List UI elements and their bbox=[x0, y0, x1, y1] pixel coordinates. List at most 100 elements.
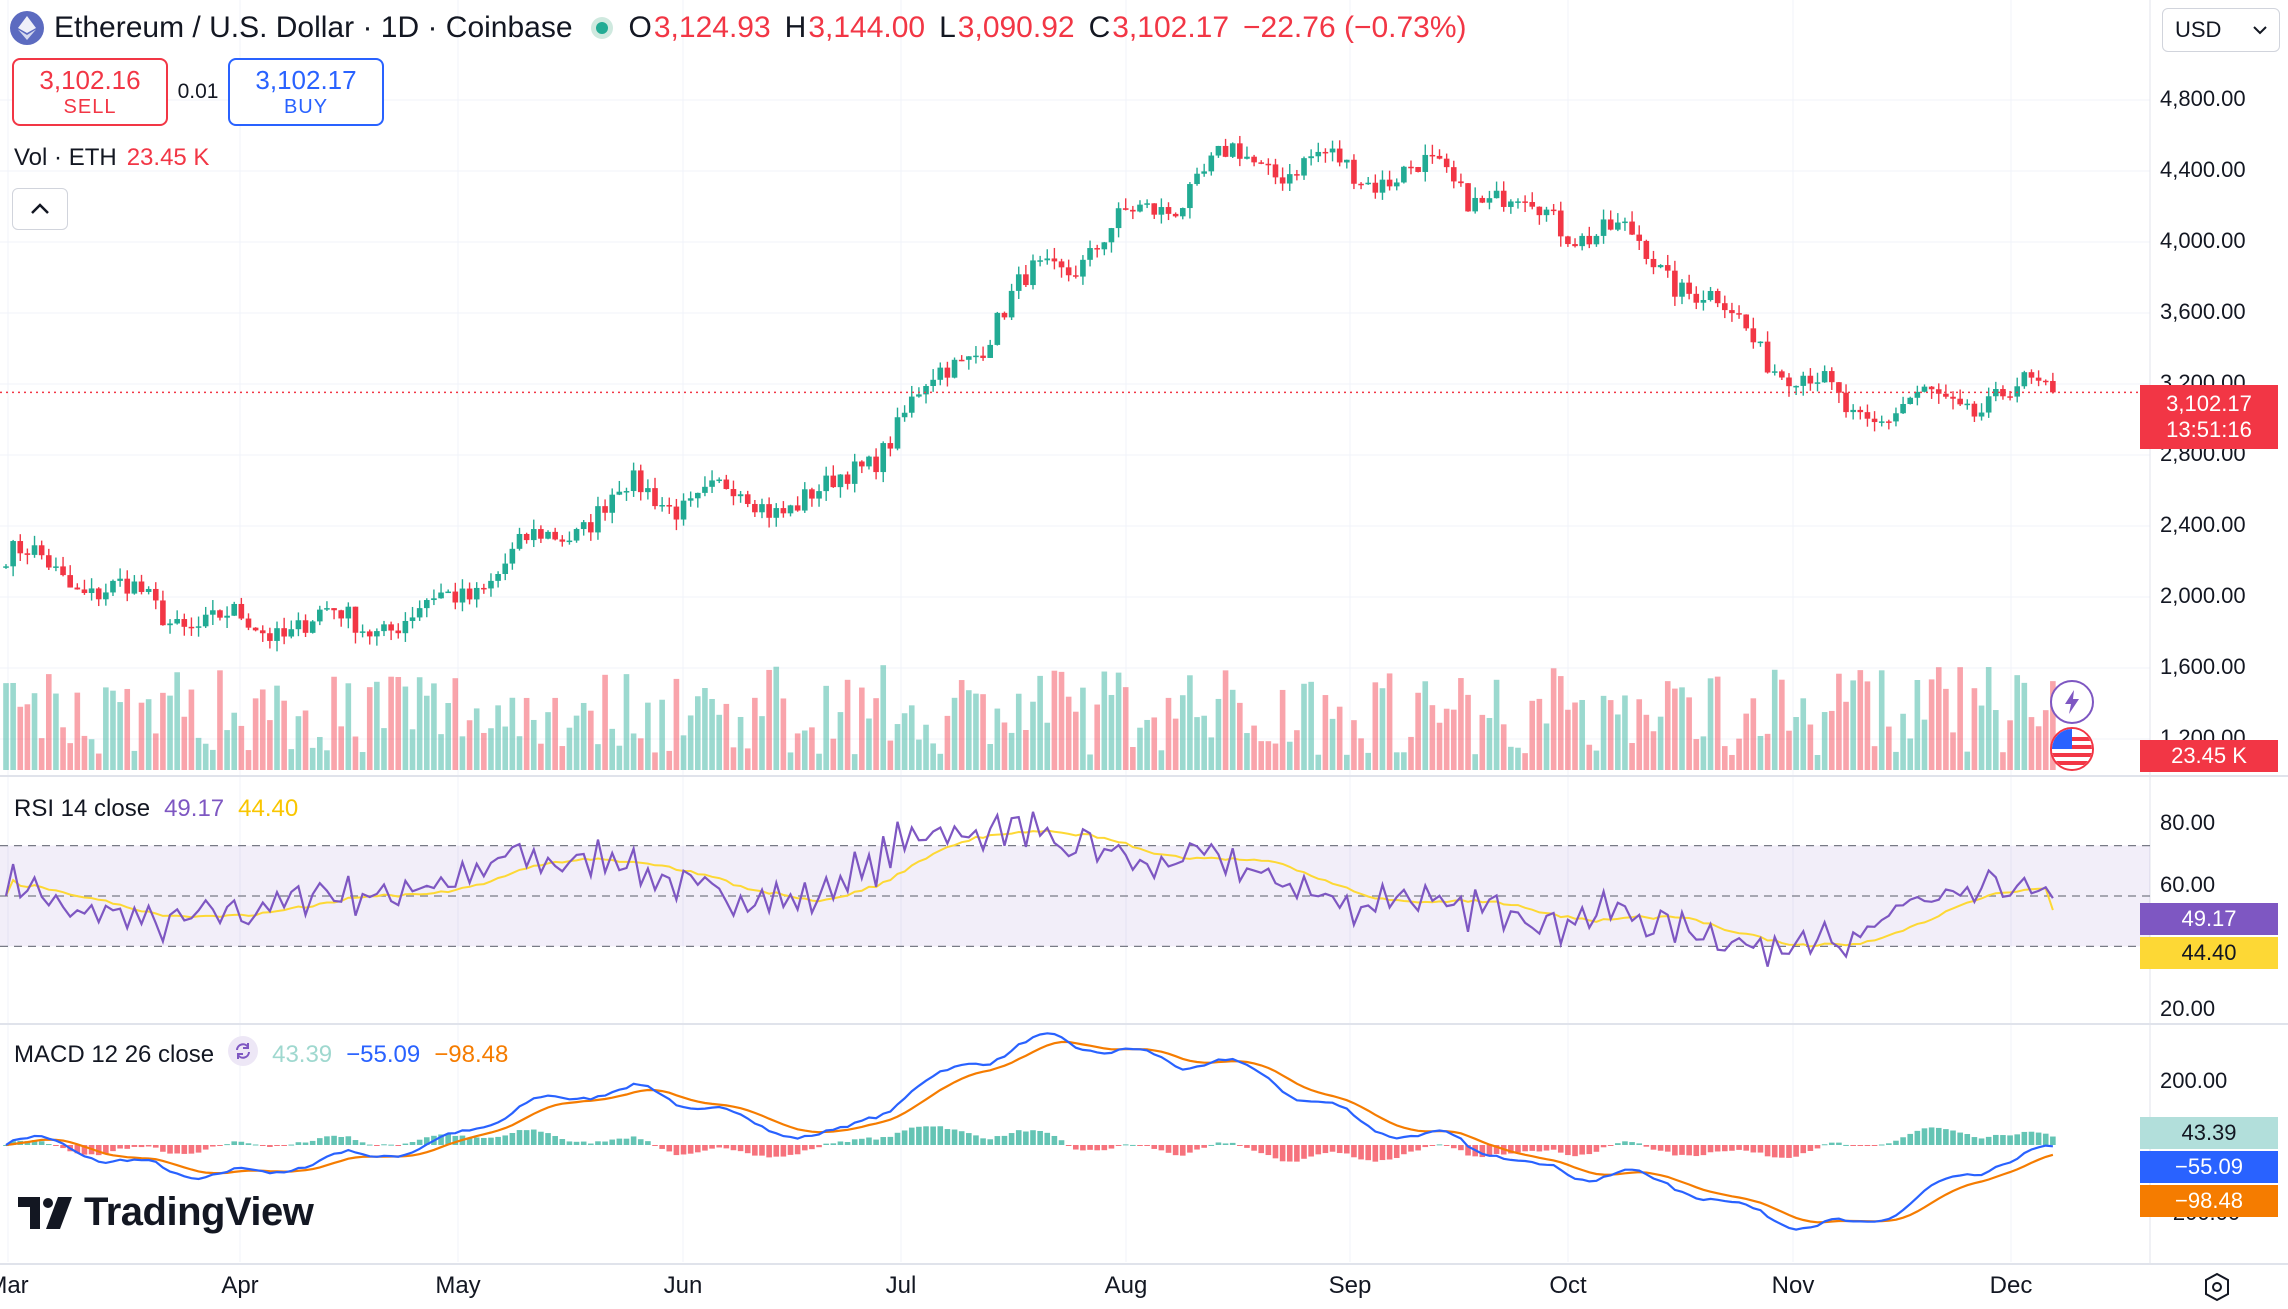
open-value: 3,124.93 bbox=[653, 11, 771, 44]
candle bbox=[1436, 155, 1443, 159]
volume-bar bbox=[131, 750, 138, 770]
rsi-tick: 80.00 bbox=[2160, 810, 2216, 835]
volume-bar bbox=[1522, 753, 1528, 770]
tradingview-logo[interactable]: TradingView bbox=[18, 1190, 314, 1235]
volume-bar bbox=[195, 737, 202, 770]
macd-histogram-bar bbox=[1943, 1129, 1949, 1145]
candle bbox=[1950, 396, 1956, 399]
brand-name: TradingView bbox=[84, 1190, 314, 1234]
lightning-icon[interactable] bbox=[2050, 680, 2094, 724]
macd-histogram-bar bbox=[901, 1130, 908, 1145]
volume-bar bbox=[452, 678, 459, 770]
macd-histogram-bar bbox=[1957, 1132, 1963, 1145]
macd-histogram-bar bbox=[1843, 1144, 1849, 1146]
volume-bar bbox=[1479, 714, 1486, 770]
volume-bar bbox=[702, 688, 708, 770]
symbol-title[interactable]: Ethereum / U.S. Dollar · 1D · Coinbase bbox=[54, 11, 573, 44]
collapse-legend-button[interactable] bbox=[12, 188, 68, 230]
macd-histogram-bar bbox=[1914, 1130, 1921, 1145]
candle bbox=[317, 609, 323, 622]
rsi-label[interactable]: RSI 14 close bbox=[14, 795, 151, 822]
macd-histogram-bar bbox=[966, 1133, 972, 1145]
macd-histogram-bar bbox=[1208, 1144, 1215, 1146]
macd-histogram-bar bbox=[231, 1141, 238, 1145]
volume-bar bbox=[345, 683, 352, 770]
volume-bar bbox=[1850, 680, 1856, 770]
candle bbox=[45, 555, 52, 568]
volume-bar bbox=[951, 697, 958, 770]
candle bbox=[1814, 382, 1821, 384]
candle bbox=[502, 563, 509, 574]
macd-histogram-bar bbox=[1921, 1128, 1928, 1145]
time-tick: Dec bbox=[1989, 1272, 2033, 1299]
candle bbox=[573, 529, 580, 541]
volume-bar bbox=[145, 699, 152, 770]
volume-bar bbox=[1037, 675, 1043, 770]
candle bbox=[1928, 386, 1935, 390]
macd-histogram-bar bbox=[1372, 1145, 1379, 1162]
macd-histogram-bar bbox=[1821, 1144, 1828, 1146]
candle bbox=[459, 588, 466, 603]
macd-histogram-bar bbox=[1001, 1135, 1008, 1145]
volume-bar bbox=[809, 727, 815, 770]
sell-button[interactable]: 3,102.16 SELL bbox=[12, 58, 168, 126]
candle bbox=[488, 580, 494, 589]
currency-select[interactable]: USD bbox=[2162, 8, 2280, 52]
macd-histogram-bar bbox=[167, 1145, 173, 1154]
candle bbox=[1101, 242, 1108, 250]
volume-bar bbox=[1465, 694, 1471, 770]
time-tick: Jun bbox=[663, 1272, 703, 1299]
macd-histogram-bar bbox=[1365, 1145, 1372, 1161]
volume-bar bbox=[381, 728, 387, 770]
macd-label[interactable]: MACD 12 26 close bbox=[14, 1040, 215, 1068]
candle bbox=[1607, 219, 1614, 230]
volume-bar bbox=[1244, 733, 1250, 770]
candle bbox=[951, 359, 958, 378]
macd-histogram-bar bbox=[1700, 1145, 1707, 1156]
volume-bar bbox=[1950, 732, 1956, 770]
candle bbox=[1522, 201, 1528, 203]
price-tick: 2,400.00 bbox=[2160, 512, 2246, 537]
candle bbox=[1372, 182, 1379, 193]
candle bbox=[388, 624, 394, 631]
macd-histogram-bar bbox=[1386, 1145, 1393, 1160]
candle bbox=[1044, 258, 1051, 261]
volume-bar bbox=[659, 699, 665, 770]
volume-bar bbox=[1279, 689, 1286, 770]
macd-histogram-bar bbox=[630, 1136, 637, 1145]
volume-bar bbox=[1686, 697, 1692, 770]
candle bbox=[1023, 274, 1029, 286]
buy-label: BUY bbox=[283, 96, 329, 118]
candle bbox=[74, 587, 81, 590]
candle bbox=[602, 506, 608, 513]
macd-histogram-bar bbox=[773, 1145, 780, 1157]
time-tick: May bbox=[435, 1272, 481, 1299]
volume-bar bbox=[2028, 717, 2035, 770]
candle bbox=[152, 588, 159, 601]
macd-histogram-bar bbox=[823, 1143, 829, 1145]
ethereum-logo-icon bbox=[10, 11, 44, 45]
macd-histogram-bar bbox=[908, 1127, 915, 1145]
volume-bar bbox=[2007, 720, 2013, 770]
macd-histogram-bar bbox=[980, 1138, 986, 1145]
tradingview-logo-icon bbox=[18, 1196, 72, 1229]
candle bbox=[794, 505, 801, 511]
candle bbox=[1857, 409, 1864, 413]
macd-histogram-bar bbox=[602, 1141, 608, 1145]
candle bbox=[1721, 303, 1728, 311]
candle bbox=[937, 367, 944, 380]
refresh-icon[interactable] bbox=[228, 1036, 259, 1073]
chart-settings-icon[interactable] bbox=[2200, 1270, 2234, 1304]
candle bbox=[1179, 208, 1186, 217]
symbol-legend: Ethereum / U.S. Dollar · 1D · Coinbase O… bbox=[10, 6, 1481, 50]
macd-histogram-bar bbox=[1657, 1145, 1664, 1151]
candle bbox=[1194, 173, 1200, 185]
candle bbox=[523, 533, 530, 541]
macd-histogram-bar bbox=[331, 1135, 337, 1145]
volume-bar bbox=[766, 669, 772, 770]
candle bbox=[1615, 222, 1621, 230]
buy-button[interactable]: 3,102.17 BUY bbox=[228, 58, 384, 126]
candle bbox=[466, 588, 473, 600]
macd-histogram-bar bbox=[3, 1145, 9, 1146]
